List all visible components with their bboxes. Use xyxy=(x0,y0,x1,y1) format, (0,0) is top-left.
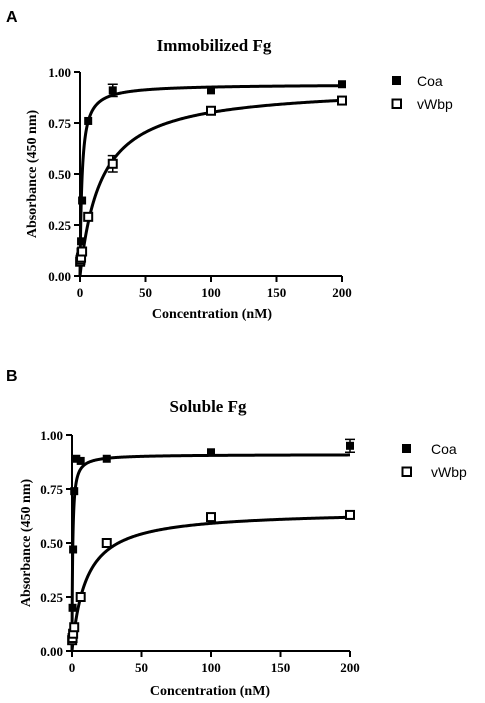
x-axis-label-b: Concentration (nM) xyxy=(150,684,270,699)
panel-letter-b: B xyxy=(6,368,18,385)
legend-b: Coa vWbp xyxy=(401,441,467,480)
x-tick-label: 0 xyxy=(77,285,84,300)
data-point-coa xyxy=(69,545,78,554)
legend-label: vWbp xyxy=(431,464,467,480)
data-point-coa xyxy=(72,454,81,463)
chart-title-b: Soluble Fg xyxy=(170,397,247,416)
plot-area-a xyxy=(75,80,347,277)
x-axis-label-a: Concentration (nM) xyxy=(152,307,272,322)
data-point-coa xyxy=(68,603,77,612)
y-tick-label: 0.75 xyxy=(40,482,63,497)
legend-label: vWbp xyxy=(417,96,453,112)
data-point-coa xyxy=(76,456,85,465)
x-tick-label: 200 xyxy=(332,285,352,300)
y-tick-label: 0.25 xyxy=(48,218,71,233)
x-tick-label: 200 xyxy=(340,660,360,675)
y-tick-label: 1.00 xyxy=(40,428,63,443)
data-point-coa xyxy=(338,80,346,89)
fit-curve-vwbp xyxy=(70,515,351,652)
panel-a: A Immobilized Fg Absorbance (450 nm) Con… xyxy=(6,9,453,322)
y-tick-label: 0.00 xyxy=(40,644,63,659)
legend-marker-filled-square xyxy=(402,444,411,453)
legend-marker-open-square xyxy=(391,98,402,109)
legend-label: Coa xyxy=(431,441,457,457)
fit-curve-vwbp xyxy=(78,98,343,277)
legend-marker-filled-square xyxy=(392,76,401,85)
x-tick-label: 150 xyxy=(271,660,291,675)
legend-marker-open-square xyxy=(401,466,412,477)
fit-curve-coa xyxy=(70,453,350,651)
y-tick-label: 0.50 xyxy=(48,167,71,182)
chart-title-a: Immobilized Fg xyxy=(157,36,272,55)
plot-area-b xyxy=(67,438,355,652)
data-point-vwbp xyxy=(77,246,88,257)
data-point-vwbp xyxy=(107,158,118,169)
data-point-vwbp xyxy=(69,622,80,633)
data-point-vwbp xyxy=(83,211,94,222)
x-tick-label: 50 xyxy=(135,660,148,675)
axis-ticks-b: 1.00 0.75 0.50 0.25 0.00 0 50 100 150 20… xyxy=(40,428,360,675)
data-point-coa xyxy=(207,448,215,457)
y-tick-label: 0.25 xyxy=(40,590,63,605)
panel-letter-a: A xyxy=(6,9,18,26)
legend-label: Coa xyxy=(417,73,443,89)
data-point-coa xyxy=(346,441,354,450)
y-tick-label: 0.50 xyxy=(40,536,63,551)
x-tick-label: 50 xyxy=(139,285,152,300)
y-axis-label-a: Absorbance (450 nm) xyxy=(25,110,40,239)
x-tick-label: 100 xyxy=(201,660,221,675)
y-tick-label: 0.75 xyxy=(48,116,71,131)
fit-curve-coa xyxy=(78,84,343,276)
data-point-vwbp xyxy=(101,538,112,548)
data-point-coa xyxy=(70,487,79,496)
panel-b: B Soluble Fg Absorbance (450 nm) Concent… xyxy=(6,368,467,699)
data-point-coa xyxy=(77,237,86,246)
x-tick-label: 100 xyxy=(201,285,221,300)
x-tick-label: 0 xyxy=(69,660,76,675)
data-point-vwbp xyxy=(345,509,355,520)
x-tick-label: 150 xyxy=(267,285,287,300)
data-point-coa xyxy=(78,196,87,205)
data-point-coa xyxy=(108,86,117,95)
y-tick-label: 0.00 xyxy=(48,269,71,284)
y-axis-label-b: Absorbance (450 nm) xyxy=(19,479,34,608)
data-point-vwbp xyxy=(337,95,347,106)
legend-a: Coa vWbp xyxy=(391,73,453,112)
axis-ticks-a: 1.00 0.75 0.50 0.25 0.00 0 50 100 150 20… xyxy=(48,65,352,300)
data-point-vwbp xyxy=(206,105,216,116)
data-point-coa xyxy=(84,116,93,125)
data-point-coa xyxy=(102,454,111,463)
y-tick-label: 1.00 xyxy=(48,65,71,80)
data-point-vwbp xyxy=(206,512,216,523)
data-point-coa xyxy=(207,86,215,95)
data-point-vwbp xyxy=(75,592,86,602)
